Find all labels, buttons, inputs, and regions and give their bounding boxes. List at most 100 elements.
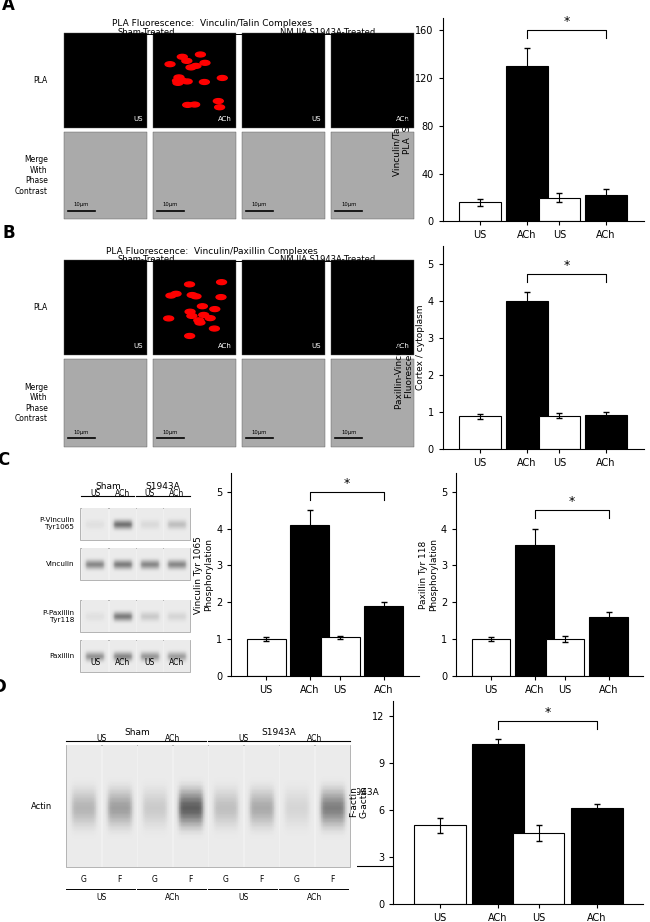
Bar xyxy=(153,260,236,355)
Text: P-Vinculin
Tyr1065: P-Vinculin Tyr1065 xyxy=(39,517,74,530)
Circle shape xyxy=(165,62,175,66)
Text: S1943A: S1943A xyxy=(569,787,604,797)
Text: 10μm: 10μm xyxy=(252,430,267,434)
Bar xyxy=(539,416,580,449)
Circle shape xyxy=(182,79,192,84)
Circle shape xyxy=(186,65,196,70)
Text: *: * xyxy=(544,705,551,718)
Bar xyxy=(539,197,580,221)
Text: US: US xyxy=(96,734,107,743)
Y-axis label: Vinculin/Talin Complexes
PLA  Spots/Cell: Vinculin/Talin Complexes PLA Spots/Cell xyxy=(393,64,412,176)
Circle shape xyxy=(205,315,215,321)
Text: US: US xyxy=(90,489,100,498)
Circle shape xyxy=(213,99,223,103)
Text: US: US xyxy=(239,893,249,903)
Bar xyxy=(414,825,465,904)
Text: Vinculin: Vinculin xyxy=(46,561,74,567)
Bar xyxy=(242,132,325,219)
Circle shape xyxy=(171,291,181,296)
Bar xyxy=(242,260,325,355)
Circle shape xyxy=(182,58,192,64)
Text: ACh: ACh xyxy=(307,893,322,903)
Text: US: US xyxy=(90,658,100,667)
Circle shape xyxy=(185,282,194,287)
Bar xyxy=(472,639,510,676)
Circle shape xyxy=(177,54,187,59)
Text: F: F xyxy=(117,875,122,884)
Circle shape xyxy=(187,313,197,318)
Text: 10μm: 10μm xyxy=(163,430,178,434)
Bar xyxy=(506,301,548,449)
Text: 10μm: 10μm xyxy=(252,202,267,207)
Text: 10μm: 10μm xyxy=(74,430,89,434)
Circle shape xyxy=(216,279,226,285)
Text: ACh: ACh xyxy=(307,734,322,743)
Text: Sham-Treated: Sham-Treated xyxy=(118,28,176,37)
Bar xyxy=(332,260,414,355)
Circle shape xyxy=(216,295,226,300)
Text: ACh: ACh xyxy=(218,115,232,122)
Bar xyxy=(64,132,147,219)
Text: C: C xyxy=(0,451,9,469)
Text: 10μm: 10μm xyxy=(341,430,356,434)
Text: S1943A: S1943A xyxy=(146,482,180,491)
Bar xyxy=(332,359,414,447)
Bar xyxy=(506,66,548,221)
Circle shape xyxy=(194,318,203,323)
Text: US: US xyxy=(133,343,143,349)
Text: US: US xyxy=(311,115,321,122)
Text: ACh: ACh xyxy=(114,658,130,667)
Bar xyxy=(79,600,190,632)
Circle shape xyxy=(183,102,192,107)
Text: Merge
With
Phase
Contrast: Merge With Phase Contrast xyxy=(15,383,47,423)
Bar xyxy=(571,809,623,904)
Text: S1943A: S1943A xyxy=(262,728,296,737)
Circle shape xyxy=(196,52,205,57)
Text: US: US xyxy=(133,115,143,122)
Circle shape xyxy=(191,64,201,68)
Circle shape xyxy=(176,77,186,83)
Text: *: * xyxy=(344,477,350,490)
Text: Sham: Sham xyxy=(96,482,122,491)
Text: Merge
With
Phase
Contrast: Merge With Phase Contrast xyxy=(15,156,47,195)
Text: G: G xyxy=(294,875,300,884)
Text: G: G xyxy=(223,875,229,884)
Text: ACh: ACh xyxy=(165,734,180,743)
Text: *: * xyxy=(564,15,569,28)
Text: F: F xyxy=(259,875,263,884)
Bar xyxy=(332,32,414,127)
Text: S1943A: S1943A xyxy=(566,561,600,570)
Bar xyxy=(589,617,628,676)
Bar xyxy=(291,525,330,676)
Circle shape xyxy=(209,326,219,331)
Y-axis label: Paxillin-Vinculin Complexes
Fluorescence Intensity
Cortex / cytoplasm: Paxillin-Vinculin Complexes Fluorescence… xyxy=(395,286,424,409)
Circle shape xyxy=(185,309,195,314)
Circle shape xyxy=(185,334,194,338)
Bar xyxy=(66,745,350,867)
Y-axis label: F-actin
G-actin: F-actin G-actin xyxy=(350,786,369,819)
Text: F: F xyxy=(330,875,335,884)
Circle shape xyxy=(200,79,209,85)
Text: ACh: ACh xyxy=(165,893,180,903)
Y-axis label: Paxillin Tyr 118
Phosphorylation: Paxillin Tyr 118 Phosphorylation xyxy=(419,538,438,611)
Bar xyxy=(545,639,584,676)
Bar xyxy=(247,639,285,676)
Text: Sham: Sham xyxy=(500,787,526,797)
Bar xyxy=(64,260,147,355)
Text: S1943A: S1943A xyxy=(344,787,380,797)
Text: Sham-Treated: Sham-Treated xyxy=(118,255,176,264)
Text: NM IIA S1943A-Treated: NM IIA S1943A-Treated xyxy=(280,28,375,37)
Bar xyxy=(513,833,564,904)
Circle shape xyxy=(210,307,220,312)
Bar xyxy=(153,32,236,127)
Bar xyxy=(242,359,325,447)
Bar xyxy=(79,508,190,539)
Circle shape xyxy=(198,303,207,309)
Text: PLA: PLA xyxy=(33,303,47,312)
Text: US: US xyxy=(96,893,107,903)
Bar xyxy=(515,545,554,676)
Text: *: * xyxy=(569,495,575,508)
Bar xyxy=(79,640,190,672)
Bar xyxy=(472,744,524,904)
Bar xyxy=(64,32,147,127)
